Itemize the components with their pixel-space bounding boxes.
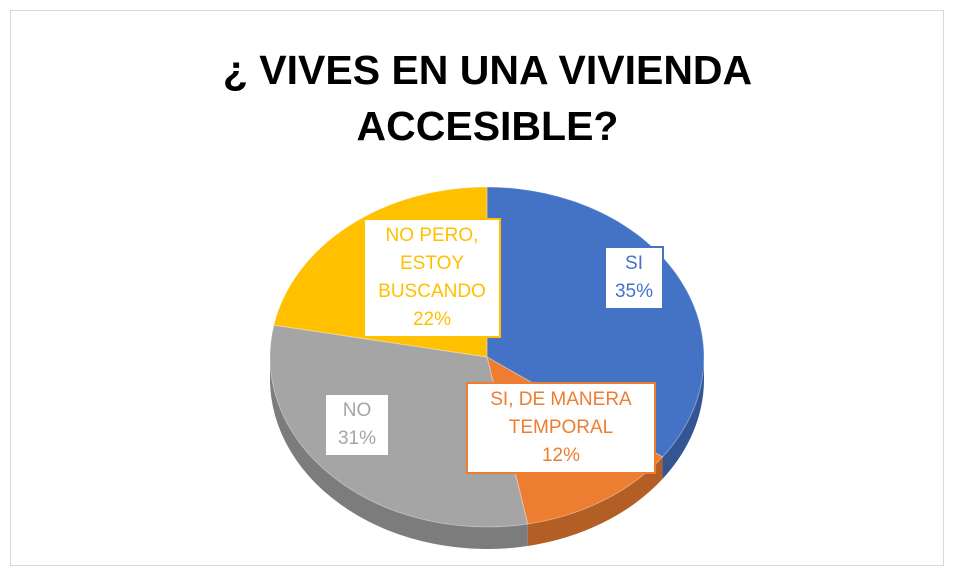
data-label: NO PERO, ESTOY BUSCANDO 22%	[363, 218, 501, 338]
label-value: 22%	[412, 309, 452, 330]
label-value: 31%	[337, 428, 377, 449]
data-label: NO 31%	[324, 393, 390, 457]
pie-slice	[269, 324, 529, 528]
label-category: NO PERO, ESTOY BUSCANDO	[378, 225, 486, 302]
data-label: SI 35%	[604, 246, 664, 310]
chart-frame	[10, 10, 944, 566]
chart-title: ¿ VIVES EN UNA VIVIENDA ACCESIBLE?	[222, 47, 753, 149]
label-category: SI	[625, 253, 643, 274]
data-label: SI, DE MANERA TEMPORAL 12%	[466, 382, 656, 474]
pie-side	[662, 357, 704, 479]
label-category: NO	[342, 400, 372, 421]
label-value: 12%	[541, 445, 581, 466]
pie-side	[527, 456, 663, 546]
pie-side	[270, 357, 528, 550]
label-category: SI, DE MANERA TEMPORAL	[490, 389, 632, 438]
label-value: 35%	[614, 281, 654, 302]
